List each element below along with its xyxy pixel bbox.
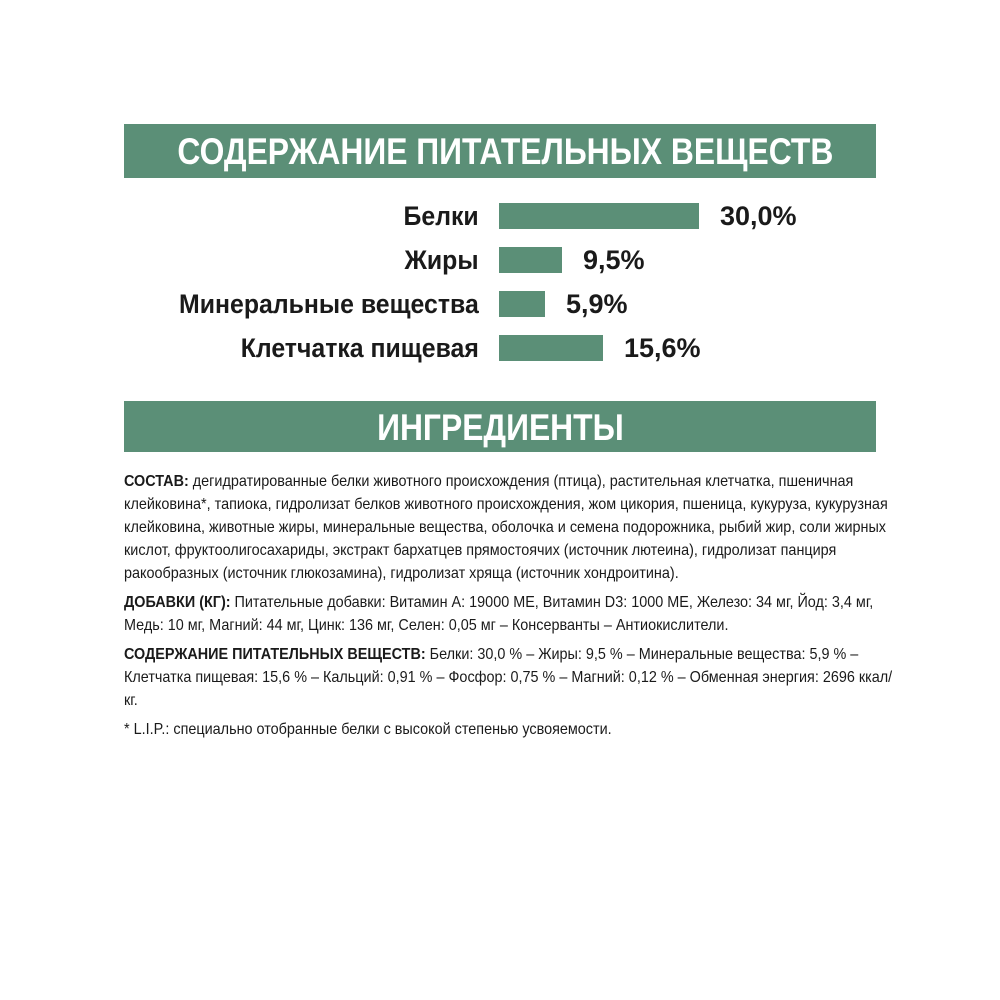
bar: [499, 335, 603, 361]
nutrients-text: Белки: 30,0 % – Жиры: 9,5 % – Минеральны…: [124, 646, 893, 709]
nutrients-title: СОДЕРЖАНИЕ ПИТАТЕЛЬНЫХ ВЕЩЕСТВ: [177, 131, 834, 172]
footnote-text: * L.I.P.: специально отобранные белки с …: [124, 721, 612, 738]
composition-label: СОСТАВ:: [124, 473, 189, 490]
ingredients-title: ИНГРЕДИЕНТЫ: [376, 407, 624, 448]
bar-label: Клетчатка пищевая: [240, 333, 479, 363]
nutrients-paragraph: СОДЕРЖАНИЕ ПИТАТЕЛЬНЫХ ВЕЩЕСТВ: Белки: 3…: [124, 643, 898, 712]
bar-value-label: 30,0%: [720, 201, 797, 231]
ingredients-text: СОСТАВ: дегидратированные белки животног…: [124, 470, 914, 747]
bar-label: Жиры: [404, 245, 479, 275]
chart-row: Минеральные вещества 5,9%: [0, 284, 1000, 324]
chart-row: Белки 30,0%: [0, 196, 1000, 236]
additives-paragraph: ДОБАВКИ (КГ): Питательные добавки: Витам…: [124, 591, 898, 637]
bar-value-label: 9,5%: [583, 245, 645, 275]
chart-row: Жиры 9,5%: [0, 240, 1000, 280]
bar-label: Белки: [403, 201, 479, 231]
additives-label: ДОБАВКИ (КГ):: [124, 594, 231, 611]
bar: [499, 247, 562, 273]
footnote: * L.I.P.: специально отобранные белки с …: [124, 718, 898, 741]
bar-value-label: 15,6%: [624, 333, 701, 363]
additives-text: Питательные добавки: Витамин A: 19000 МЕ…: [124, 594, 874, 634]
chart-row: Клетчатка пищевая 15,6%: [0, 328, 1000, 368]
composition-paragraph: СОСТАВ: дегидратированные белки животног…: [124, 470, 898, 585]
composition-text: дегидратированные белки животного происх…: [124, 473, 888, 582]
ingredients-header: ИНГРЕДИЕНТЫ: [124, 401, 876, 452]
nutrients-header: СОДЕРЖАНИЕ ПИТАТЕЛЬНЫХ ВЕЩЕСТВ: [124, 124, 876, 178]
nutrients-label: СОДЕРЖАНИЕ ПИТАТЕЛЬНЫХ ВЕЩЕСТВ:: [124, 646, 426, 663]
bar: [499, 291, 545, 317]
bar: [499, 203, 699, 229]
bar-label: Минеральные вещества: [179, 289, 479, 319]
bar-value-label: 5,9%: [566, 289, 628, 319]
